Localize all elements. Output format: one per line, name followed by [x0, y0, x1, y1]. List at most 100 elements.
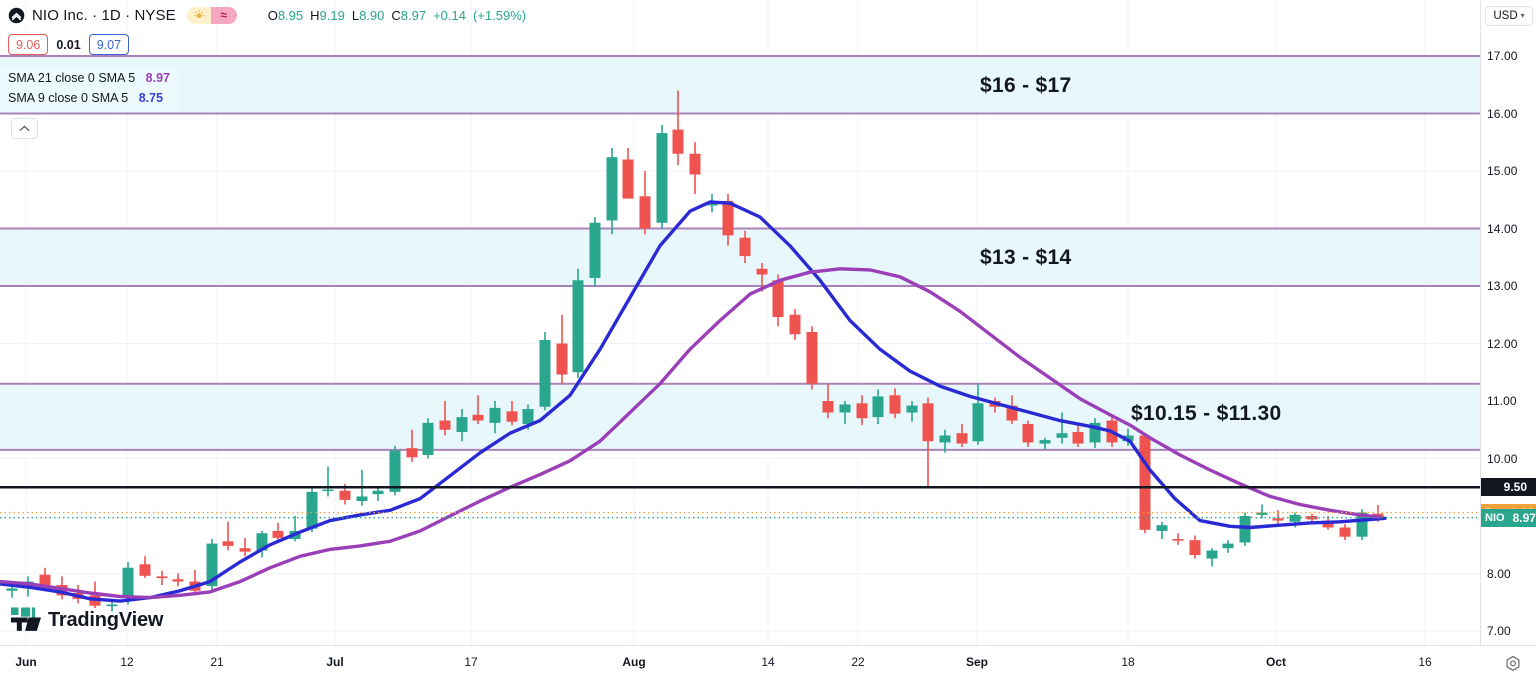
candle-41 [689, 142, 701, 194]
candle-15 [256, 530, 268, 558]
price-tick-16-00: 16.00 [1487, 106, 1518, 121]
currency-selector[interactable]: USD ▾ [1485, 6, 1533, 26]
candle-8 [139, 556, 151, 579]
tradingview-watermark-text: TradingView [48, 608, 164, 631]
ohlc-high-label: H [310, 7, 320, 23]
candle-50 [839, 401, 851, 424]
price-tick-15-00: 15.00 [1487, 164, 1518, 178]
change-percent: (+1.59%) [473, 7, 527, 23]
chart-header: NIO Inc. · 1D · NYSE ≈ O 8.95 H 9.19 L 8.90 C 8… [0, 0, 533, 30]
candle-70 [1172, 533, 1184, 545]
price-badge-last-value: 9.50 [1503, 480, 1527, 495]
price-badge-nio-tag: NIO [1485, 511, 1505, 524]
candle-24 [406, 429, 418, 462]
candle-68 [1139, 433, 1151, 534]
time-tick-22: 22 [851, 655, 865, 669]
indicator-name-sma9: SMA 9 close 0 SMA 5 [8, 91, 129, 105]
sma-line [0, 267, 1382, 600]
spread-chip: 0.01 [56, 37, 81, 52]
zone-band-2 [0, 383, 1480, 450]
price-axis[interactable]: USD ▾ 17.00 16.00 15.00 14.00 13.00 12.00 11.0… [1480, 0, 1536, 681]
candle-30 [506, 401, 518, 426]
zone-label-13-14: $13 - $14 [980, 246, 1072, 269]
candle-35 [589, 217, 601, 286]
price-badge-nio: NIO 8.97 [1481, 508, 1536, 527]
ohlc-readout: O 8.95 H 9.19 L 8.90 C 8.97 +0.14 (+1.59%) [268, 8, 533, 23]
candle-75 [1256, 504, 1268, 519]
bid-chip[interactable]: 9.06 [8, 34, 49, 55]
price-tick-11-00: 11.00 [1487, 394, 1517, 408]
price-tick-8-00: 8.00 [1487, 566, 1511, 581]
candle-74 [1239, 512, 1251, 546]
market-open-sun-icon [186, 6, 211, 24]
candle-44 [739, 230, 751, 263]
symbol-title[interactable]: NIO Inc. · 1D · NYSE [32, 6, 176, 24]
time-tick-21: 21 [210, 655, 224, 669]
tradingview-watermark: TradingView [11, 607, 163, 633]
bid-ask-chips: 9.06 0.01 9.07 [8, 34, 130, 55]
price-tick-12-00: 12.00 [1487, 336, 1518, 351]
candle-39 [656, 125, 668, 229]
candle-73 [1222, 540, 1234, 553]
candle-28 [472, 395, 484, 424]
indicator-name-sma21: SMA 21 close 0 SMA 5 [8, 71, 136, 85]
time-tick-18: 18 [1121, 655, 1135, 669]
ohlc-high-value: 9.19 [319, 7, 345, 23]
candle-29 [489, 401, 501, 434]
price-badge-last: 9.50 [1481, 478, 1536, 497]
time-tick-14: 14 [761, 655, 775, 669]
candle-58 [972, 383, 984, 445]
indicator-row-sma9[interactable]: SMA 9 close 0 SMA 5 8.75 [8, 88, 170, 108]
time-tick-sep: Sep [965, 655, 989, 669]
approximately-equal-icon: ≈ [210, 6, 237, 24]
candle-80 [1339, 524, 1351, 541]
candle-32 [539, 332, 551, 411]
candle-57 [956, 424, 968, 447]
market-status-badge[interactable]: ≈ [186, 6, 237, 24]
nio-circle-logo-icon [8, 7, 25, 23]
candle-18 [306, 487, 318, 533]
change-absolute: +0.14 [433, 7, 466, 23]
time-tick-jul: Jul [326, 655, 344, 669]
ohlc-open-label: O [267, 7, 278, 23]
candle-61 [1022, 420, 1034, 447]
chart-plot-area[interactable] [0, 0, 1480, 645]
candle-16 [272, 522, 284, 542]
candle-62 [1039, 437, 1051, 450]
candle-65 [1089, 418, 1101, 449]
candle-9 [156, 570, 168, 585]
ohlc-open-value: 8.95 [277, 7, 304, 23]
candle-6 [106, 601, 118, 612]
currency-label: USD [1493, 10, 1518, 22]
price-tick-13-00: 13.00 [1487, 279, 1518, 293]
ask-chip[interactable]: 9.07 [88, 34, 130, 55]
candle-51 [856, 395, 868, 426]
chart-canvas [0, 0, 1480, 645]
zone-label-16-17: $16 - $17 [980, 74, 1072, 97]
time-tick-16: 16 [1418, 655, 1432, 669]
time-tick-jun: Jun [15, 655, 37, 669]
candle-27 [456, 409, 468, 442]
axis-settings-icon[interactable] [1504, 655, 1522, 673]
legend-collapse-button[interactable] [11, 118, 38, 139]
candle-34 [572, 268, 584, 378]
candle-38 [639, 171, 651, 235]
indicator-legend: SMA 21 close 0 SMA 5 8.97 SMA 9 close 0 … [0, 66, 178, 111]
candle-26 [439, 401, 451, 436]
time-axis[interactable]: Jun 12 21 Jul 17 Aug 14 22 Sep 18 Oct 16 [0, 645, 1536, 681]
candle-33 [556, 314, 568, 384]
candle-69 [1156, 521, 1168, 539]
candle-53 [889, 388, 901, 419]
price-badge-nio-value: 8.97 [1512, 510, 1536, 525]
candle-10 [172, 573, 184, 587]
candle-14 [239, 537, 251, 557]
indicator-value-sma9: 8.75 [138, 91, 164, 105]
ohlc-close-value: 8.97 [400, 7, 427, 23]
candle-55 [922, 397, 934, 488]
indicator-row-sma21[interactable]: SMA 21 close 0 SMA 5 8.97 [8, 68, 170, 88]
candle-71 [1189, 535, 1201, 559]
time-tick-17: 17 [464, 655, 478, 669]
candle-19 [322, 466, 334, 497]
ohlc-low-value: 8.90 [359, 7, 385, 23]
